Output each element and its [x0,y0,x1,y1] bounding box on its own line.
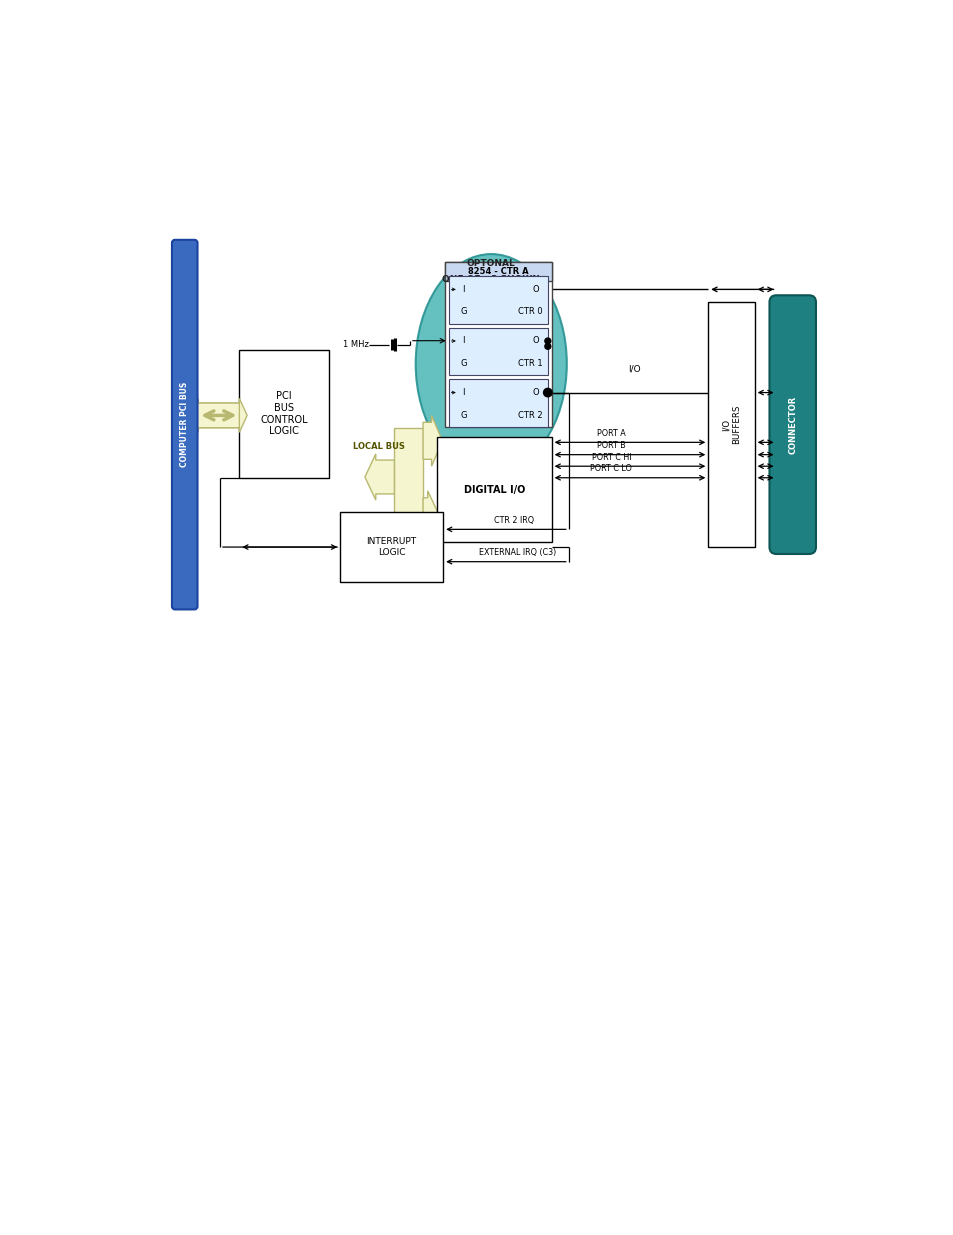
Text: 1 MHz: 1 MHz [342,340,369,350]
FancyArrow shape [365,454,394,500]
Bar [444,262,551,282]
Text: CTR 1: CTR 1 [517,359,541,368]
Bar [448,327,547,375]
Text: O: O [532,336,538,346]
Circle shape [544,343,550,350]
Text: G: G [459,308,466,316]
Text: CTR 0: CTR 0 [517,308,541,316]
Text: PCI
BUS
CONTROL
LOGIC: PCI BUS CONTROL LOGIC [260,391,308,436]
FancyArrow shape [191,399,239,432]
Text: I/O
BUFFERS: I/O BUFFERS [721,405,740,445]
Bar [448,275,547,324]
Circle shape [543,388,552,396]
Text: PORT C LO: PORT C LO [590,464,632,473]
Text: EXTERNAL IRQ (C3): EXTERNAL IRQ (C3) [478,548,556,557]
Text: O: O [532,388,538,398]
FancyArrow shape [422,490,438,537]
Text: G: G [459,410,466,420]
Bar [340,513,443,582]
Text: CONNECTOR: CONNECTOR [787,395,797,453]
Text: I: I [461,388,464,398]
Circle shape [544,338,550,343]
Bar [707,303,754,547]
Text: OPTONAL: OPTONAL [466,259,515,268]
Text: I/O: I/O [628,364,640,374]
Text: PORT C HI: PORT C HI [591,452,631,462]
Bar [394,427,422,527]
FancyBboxPatch shape [172,240,197,609]
Bar [239,350,328,478]
Text: G: G [459,359,466,368]
Bar [444,262,551,427]
Text: 8254 - CTR A: 8254 - CTR A [467,267,528,277]
Text: ONE OF ≤3 SHOWN: ONE OF ≤3 SHOWN [442,274,539,284]
Text: I: I [461,336,464,346]
Text: PORT B: PORT B [597,441,625,450]
Text: DIGITAL I/O: DIGITAL I/O [463,484,524,495]
Text: PORT A: PORT A [597,429,625,437]
FancyBboxPatch shape [769,295,815,555]
Ellipse shape [416,254,566,473]
Text: CTR 2: CTR 2 [517,410,541,420]
Text: O: O [532,285,538,294]
Text: INTERRUPT
LOGIC: INTERRUPT LOGIC [366,537,416,557]
Text: COMPUTER PCI BUS: COMPUTER PCI BUS [180,382,189,467]
Text: I: I [461,285,464,294]
Text: CTR 2 IRQ: CTR 2 IRQ [493,516,534,525]
Bar [436,437,551,542]
FancyArrow shape [198,399,247,432]
Text: LOCAL BUS: LOCAL BUS [353,442,404,451]
FancyArrow shape [422,415,442,466]
Bar [448,379,547,427]
